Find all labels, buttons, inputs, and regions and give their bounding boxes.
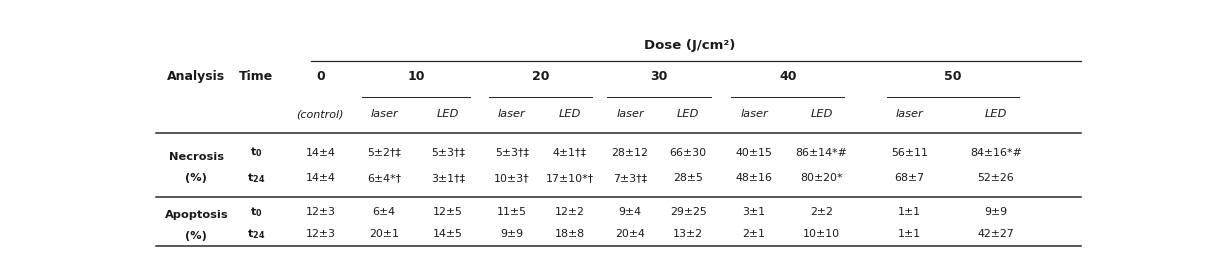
Text: LED: LED [677,109,700,119]
Text: Apoptosis: Apoptosis [165,209,228,219]
Text: 10±3†: 10±3† [494,173,529,183]
Text: 9±9: 9±9 [985,207,1008,217]
Text: 40: 40 [779,70,797,83]
Text: 42±27: 42±27 [977,229,1015,239]
Text: Analysis: Analysis [167,70,225,83]
Text: 40±15: 40±15 [735,148,773,158]
Text: Necrosis: Necrosis [168,152,224,162]
Text: 56±11: 56±11 [891,148,928,158]
Text: 52±26: 52±26 [977,173,1015,183]
Text: 86±14*#: 86±14*# [796,148,848,158]
Text: 30: 30 [650,70,667,83]
Text: 28±12: 28±12 [612,148,648,158]
Text: 11±5: 11±5 [497,207,527,217]
Text: 50: 50 [945,70,962,83]
Text: 12±5: 12±5 [434,207,463,217]
Text: 12±2: 12±2 [555,207,585,217]
Text: 12±3: 12±3 [305,207,335,217]
Text: $\mathbf{t_0}$: $\mathbf{t_0}$ [251,205,263,219]
Text: 14±4: 14±4 [305,148,335,158]
Text: 20: 20 [532,70,550,83]
Text: (%): (%) [185,173,207,183]
Text: 1±1: 1±1 [899,229,922,239]
Text: 14±4: 14±4 [305,173,335,183]
Text: 3±1†‡: 3±1†‡ [431,173,465,183]
Text: 28±5: 28±5 [673,173,704,183]
Text: 2±1: 2±1 [742,229,765,239]
Text: 5±3†‡: 5±3†‡ [495,148,529,158]
Text: 4±1†‡: 4±1†‡ [553,148,587,158]
Text: 6±4: 6±4 [373,207,396,217]
Text: 20±4: 20±4 [615,229,645,239]
Text: Dose (J/cm²): Dose (J/cm²) [644,39,736,52]
Text: laser: laser [371,109,398,119]
Text: 10±10: 10±10 [803,229,840,239]
Text: 9±9: 9±9 [500,229,523,239]
Text: LED: LED [985,109,1008,119]
Text: (%): (%) [185,231,207,241]
Text: 5±2†‡: 5±2†‡ [367,148,401,158]
Text: 84±16*#: 84±16*# [970,148,1022,158]
Text: 7±3†‡: 7±3†‡ [613,173,647,183]
Text: laser: laser [616,109,644,119]
Text: 48±16: 48±16 [735,173,773,183]
Text: 9±4: 9±4 [619,207,642,217]
Text: 10: 10 [407,70,425,83]
Text: 1±1: 1±1 [899,207,922,217]
Text: laser: laser [498,109,526,119]
Text: 68±7: 68±7 [895,173,925,183]
Text: LED: LED [810,109,833,119]
Text: laser: laser [740,109,768,119]
Text: 5±3†‡: 5±3†‡ [431,148,465,158]
Text: LED: LED [558,109,581,119]
Text: 29±25: 29±25 [670,207,706,217]
Text: 66±30: 66±30 [670,148,707,158]
Text: 14±5: 14±5 [434,229,463,239]
Text: 20±1: 20±1 [369,229,400,239]
Text: Time: Time [240,70,274,83]
Text: 12±3: 12±3 [305,229,335,239]
Text: $\mathbf{t_{24}}$: $\mathbf{t_{24}}$ [247,227,265,241]
Text: 13±2: 13±2 [673,229,704,239]
Text: 0: 0 [316,70,325,83]
Text: $\mathbf{t_0}$: $\mathbf{t_0}$ [251,146,263,160]
Text: $\mathbf{t_{24}}$: $\mathbf{t_{24}}$ [247,171,265,185]
Text: 17±10*†: 17±10*† [546,173,595,183]
Text: 3±1: 3±1 [742,207,765,217]
Text: 80±20*: 80±20* [800,173,843,183]
Text: LED: LED [437,109,459,119]
Text: (control): (control) [297,109,344,119]
Text: 6±4*†: 6±4*† [367,173,401,183]
Text: 18±8: 18±8 [555,229,585,239]
Text: laser: laser [896,109,924,119]
Text: 2±2: 2±2 [810,207,833,217]
